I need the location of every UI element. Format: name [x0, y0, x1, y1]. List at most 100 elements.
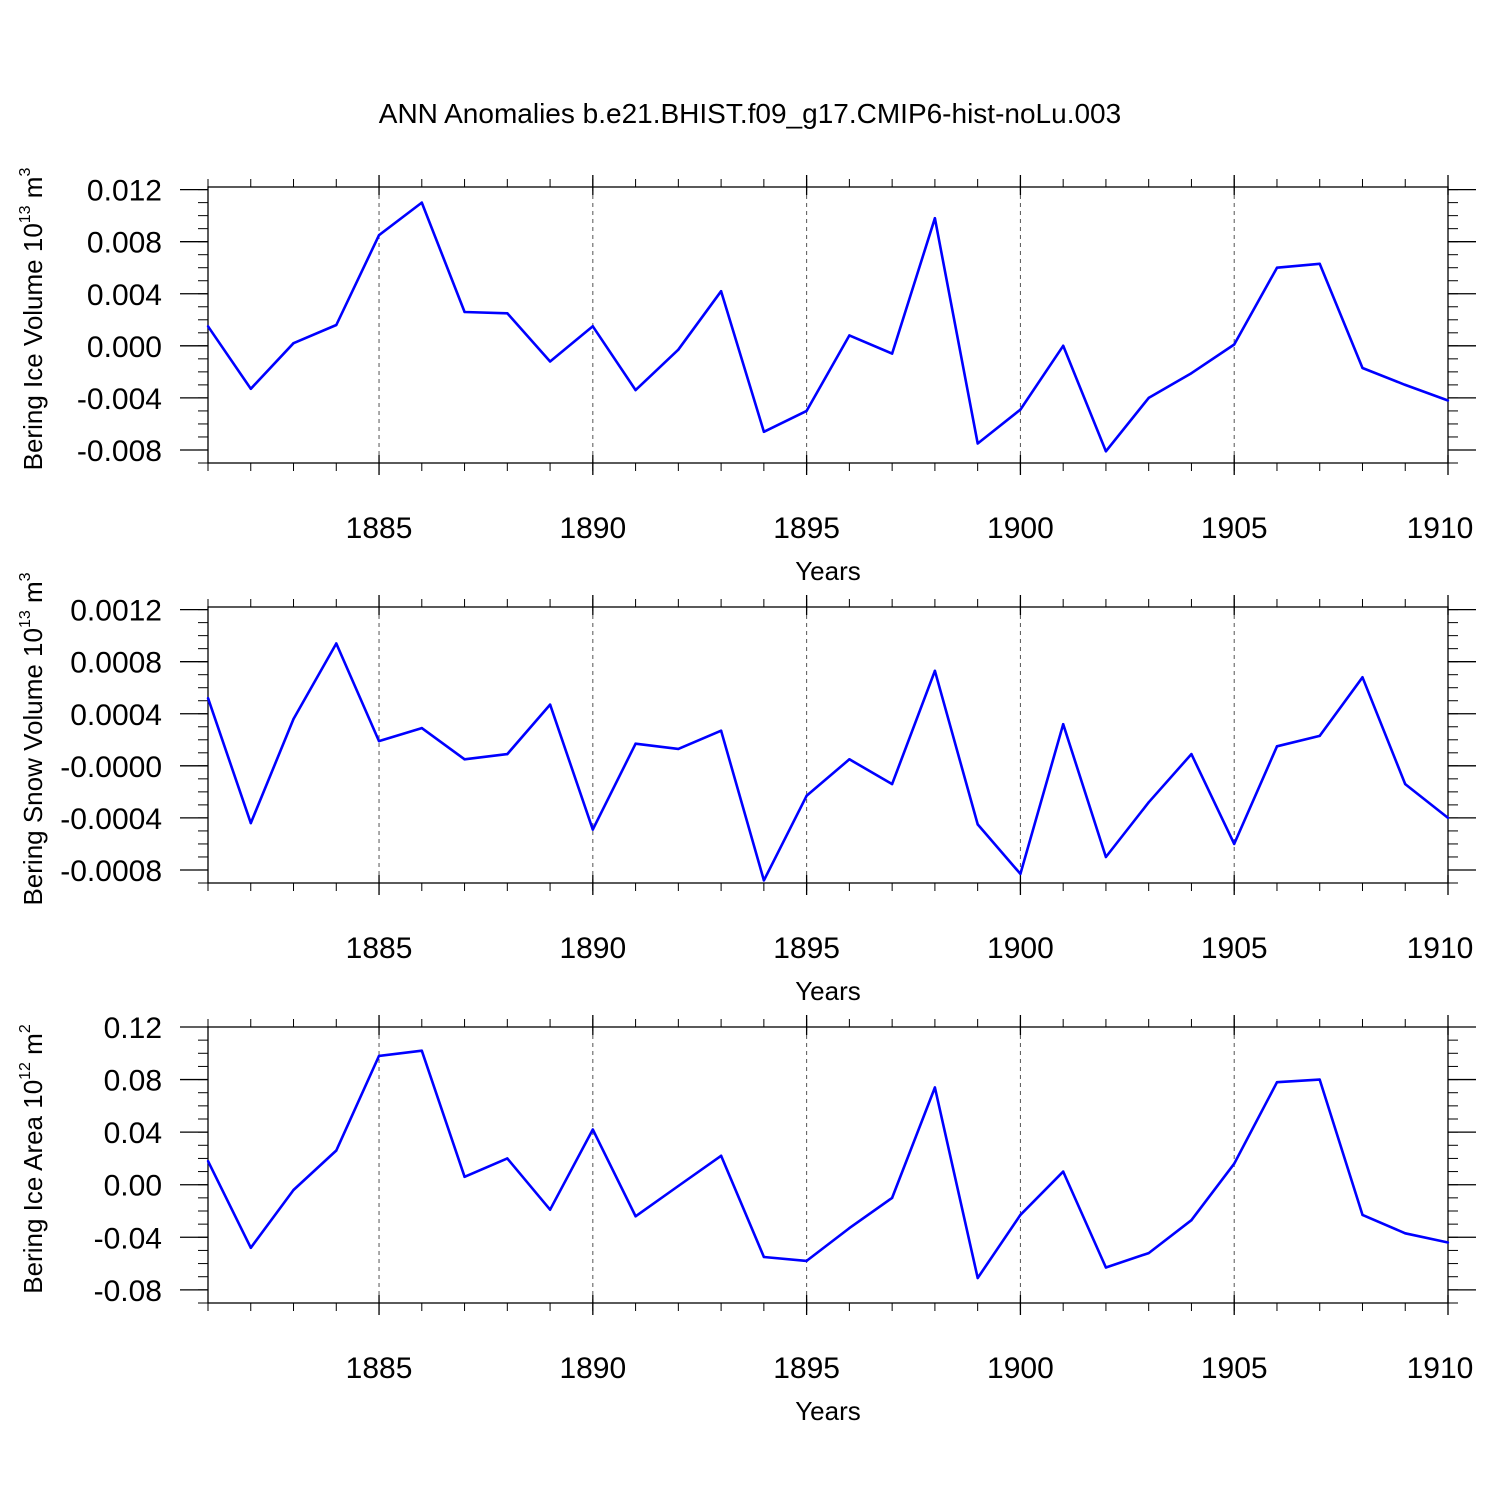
data-point: [420, 726, 423, 730]
data-point: [1104, 450, 1108, 453]
y-tick-label: -0.0008: [60, 855, 162, 888]
data-point: [1104, 1266, 1108, 1269]
data-point: [463, 310, 466, 314]
data-point: [1446, 1241, 1450, 1244]
data-point: [249, 387, 252, 390]
data-point: [506, 752, 509, 756]
data-points: [206, 642, 1450, 882]
data-point: [1361, 1213, 1364, 1217]
data-point: [719, 1154, 723, 1158]
data-point: [933, 669, 937, 672]
data-point: [591, 1128, 595, 1131]
data-point: [848, 1226, 851, 1230]
data-point: [1446, 816, 1450, 820]
data-point: [762, 879, 766, 882]
data-point: [377, 1054, 381, 1058]
y-tick-label: -0.0000: [60, 751, 162, 784]
data-point: [719, 289, 723, 293]
data-point: [1446, 399, 1450, 402]
data-point: [1318, 734, 1321, 738]
x-tick-label: 1905: [1201, 932, 1268, 965]
y-tick-label: 0.000: [87, 331, 162, 364]
x-tick-label: 1910: [1407, 932, 1474, 965]
x-tick-label: 1900: [987, 1352, 1054, 1385]
x-tick-label: 1900: [987, 932, 1054, 965]
data-point: [1019, 1213, 1022, 1217]
data-points: [206, 1049, 1450, 1280]
y-axis-label: Bering Ice Volume 1013 m3: [17, 168, 48, 471]
grid-lines: [378, 607, 1235, 883]
y-axis-label-unit: m: [18, 177, 48, 206]
minor-ticks: [198, 599, 1458, 891]
x-tick-labels: 1885 1890 1895 1900 1905 1910: [346, 512, 1474, 545]
grid-lines: [378, 187, 1235, 463]
data-point: [506, 312, 509, 315]
data-point: [1061, 344, 1065, 348]
x-tick-label: 1890: [559, 932, 626, 965]
data-point: [377, 233, 381, 237]
data-point: [848, 334, 851, 337]
data-point: [890, 1196, 894, 1200]
data-point: [206, 325, 210, 328]
panel-snow-volume: -0.0008-0.0004-0.00000.00040.00080.0012 …: [17, 572, 1476, 1006]
data-point: [762, 1255, 766, 1259]
y-axis-label-text: Bering Snow Volume 10: [18, 628, 48, 906]
data-point: [249, 1246, 252, 1250]
data-point: [1233, 1162, 1236, 1165]
data-point: [548, 703, 552, 706]
data-point: [848, 758, 851, 761]
y-axis-label-unit-exponent: 2: [17, 1024, 34, 1033]
data-point: [292, 1188, 295, 1192]
data-point: [933, 1086, 937, 1089]
data-point: [1019, 872, 1022, 876]
y-tick-label: 0.0012: [70, 595, 162, 628]
data-point: [890, 782, 894, 786]
data-point: [1361, 366, 1364, 370]
y-tick-label: 0.0008: [70, 647, 162, 680]
data-point: [634, 742, 637, 745]
major-ticks: [180, 1015, 1476, 1315]
y-axis-label-exponent: 13: [17, 610, 34, 628]
data-point: [292, 717, 295, 721]
data-point: [335, 642, 338, 645]
data-point: [1318, 262, 1321, 266]
plot-frame: [207, 1026, 1449, 1304]
ice-volume-line: [206, 201, 1449, 453]
data-point: [1318, 1078, 1321, 1081]
x-tick-label: 1885: [346, 932, 413, 965]
x-tick-label: 1885: [346, 1352, 413, 1385]
y-axis-label-text: Bering Ice Volume 10: [18, 223, 48, 470]
data-point: [249, 821, 252, 825]
y-axis-label-exponent: 13: [17, 205, 34, 223]
chart-title: ANN Anomalies b.e21.BHIST.f09_g17.CMIP6-…: [379, 98, 1121, 129]
y-axis-label: Bering Snow Volume 1013 m3: [17, 572, 48, 905]
data-point: [420, 201, 423, 204]
data-point: [1061, 722, 1065, 726]
x-tick-label: 1905: [1201, 1352, 1268, 1385]
data-point: [1361, 676, 1364, 679]
x-tick-label: 1895: [773, 1352, 840, 1385]
data-point: [805, 1259, 808, 1263]
x-tick-label: 1910: [1407, 1352, 1474, 1385]
data-point: [1275, 266, 1279, 269]
minor-ticks: [198, 179, 1458, 471]
x-tick-label: 1895: [773, 512, 840, 545]
data-point: [548, 1208, 552, 1211]
y-axis-label-text: Bering Ice Area 10: [18, 1080, 48, 1294]
data-point: [463, 1175, 466, 1179]
data-point: [1019, 408, 1022, 411]
snow-volume-line: [206, 642, 1449, 882]
major-ticks: [180, 595, 1476, 895]
data-point: [805, 794, 808, 797]
data-point: [1104, 855, 1108, 859]
x-tick-label: 1890: [559, 1352, 626, 1385]
data-point: [1404, 1232, 1407, 1235]
data-point: [1275, 745, 1279, 748]
y-axis-label-unit: m: [18, 1033, 48, 1062]
data-point: [634, 1215, 637, 1218]
data-point: [591, 828, 595, 831]
data-point: [677, 348, 680, 351]
plot-frame: [207, 606, 1449, 884]
data-point: [1404, 782, 1407, 786]
